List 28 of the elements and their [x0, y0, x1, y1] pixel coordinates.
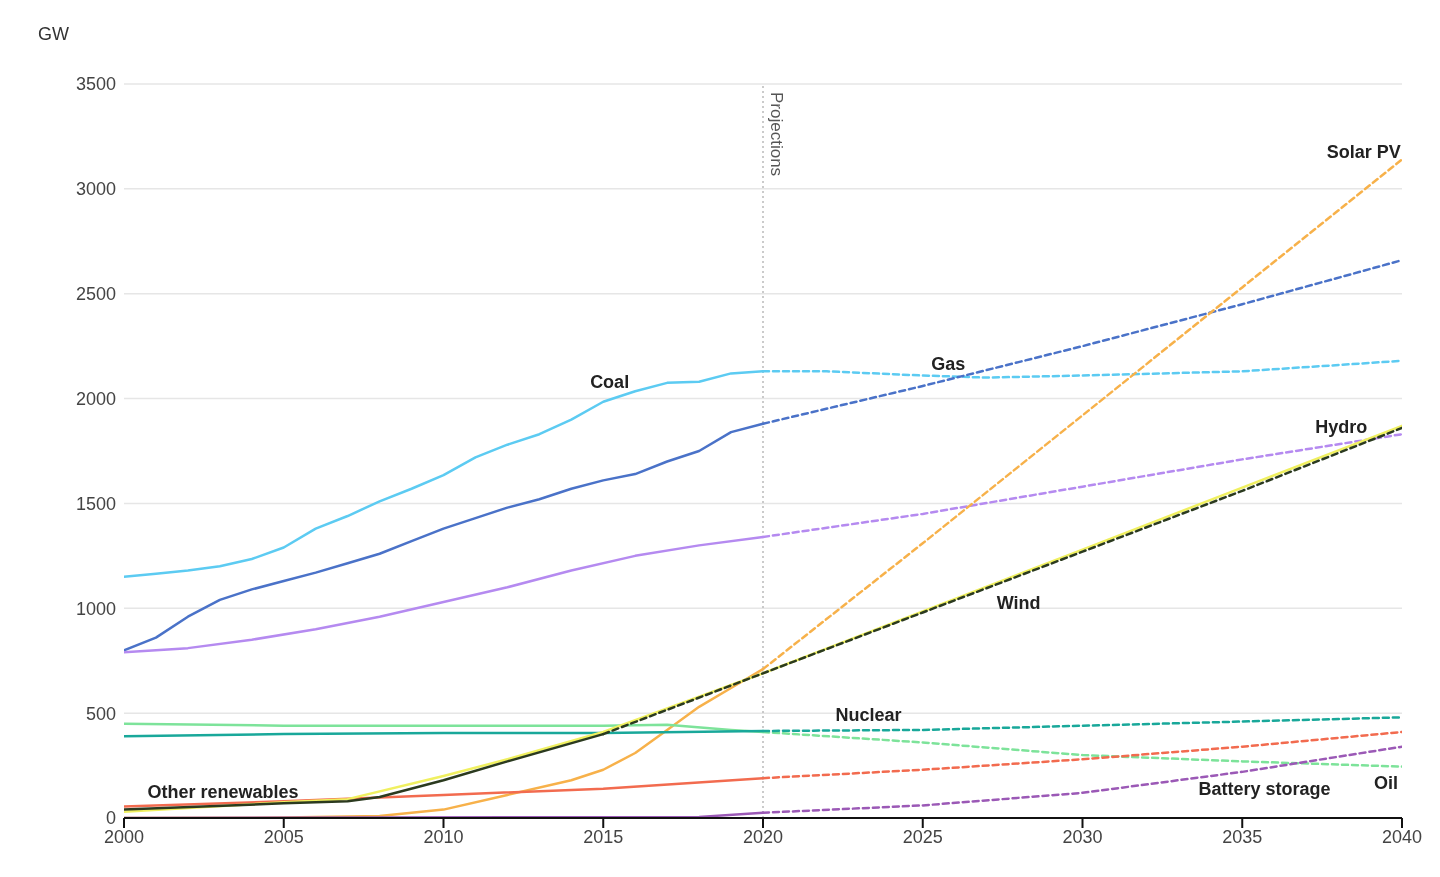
series-label: Wind [996, 592, 1041, 613]
y-tick-label: 2000 [75, 388, 116, 409]
series-label: Gas [931, 353, 966, 374]
x-tick-label: 2040 [1381, 826, 1423, 847]
x-tick-label: 2030 [1062, 826, 1103, 847]
y-tick-label: 1500 [75, 493, 116, 514]
x-tick-label: 2015 [583, 826, 624, 847]
series-label: Coal [590, 371, 630, 392]
series-label: Oil [1374, 773, 1399, 794]
y-axis-title: GW [38, 24, 69, 45]
x-tick-label: 2035 [1222, 826, 1263, 847]
series-label: Solar PV [1326, 141, 1401, 162]
x-tick-label: 2025 [902, 826, 943, 847]
y-tick-label: 3500 [75, 74, 116, 95]
ref-line-label: Projections [767, 92, 786, 177]
x-tick-label: 2005 [263, 826, 304, 847]
series-label: Nuclear [835, 705, 902, 726]
x-tick-label: 2020 [742, 826, 784, 847]
series-label: Other renewables [147, 781, 299, 802]
x-tick-label: 2000 [103, 826, 145, 847]
series-label: Battery storage [1198, 779, 1331, 800]
y-tick-label: 500 [85, 703, 116, 724]
y-tick-label: 1000 [75, 598, 116, 619]
x-tick-label: 2010 [423, 826, 464, 847]
y-tick-label: 0 [105, 808, 116, 829]
y-tick-label: 3000 [75, 179, 116, 200]
y-tick-label: 2500 [75, 284, 116, 305]
series-label: Hydro [1315, 416, 1368, 437]
